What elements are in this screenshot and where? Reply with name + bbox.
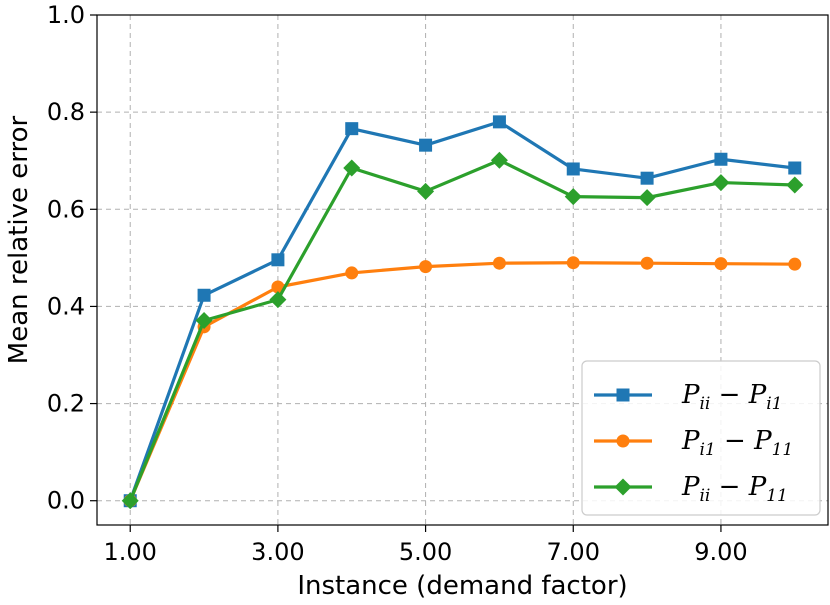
series-line xyxy=(128,120,795,502)
series-3 xyxy=(121,151,804,510)
y-tick-label: 0.0 xyxy=(47,487,85,515)
data-point xyxy=(345,266,359,280)
data-point xyxy=(566,162,580,176)
x-tick-label: 9.00 xyxy=(694,538,747,566)
data-point xyxy=(121,492,139,510)
y-tick-label: 0.2 xyxy=(47,390,85,418)
data-point xyxy=(269,291,287,309)
data-point xyxy=(195,312,213,330)
data-point xyxy=(640,256,654,270)
legend-marker xyxy=(616,434,630,448)
legend-label: Pi1 − P11 xyxy=(681,426,793,460)
data-point xyxy=(492,256,506,270)
legend-item: Pii − P11 xyxy=(594,472,788,506)
data-point xyxy=(714,152,728,166)
data-point xyxy=(712,174,730,192)
data-point xyxy=(417,182,435,200)
y-tick-label: 0.8 xyxy=(47,98,85,126)
legend-marker xyxy=(616,388,630,402)
x-tick-label: 3.00 xyxy=(251,538,304,566)
data-point xyxy=(640,171,654,185)
y-tick-label: 0.6 xyxy=(47,195,85,223)
y-axis-label: Mean relative error xyxy=(4,116,34,365)
series-line xyxy=(128,261,795,502)
data-point xyxy=(271,280,285,294)
series-line xyxy=(128,158,795,502)
data-point xyxy=(343,159,361,177)
legend-item: Pi1 − P11 xyxy=(594,426,793,460)
data-point xyxy=(564,188,582,206)
x-tick-label: 5.00 xyxy=(399,538,452,566)
data-point xyxy=(490,151,508,169)
x-axis-label: Instance (demand factor) xyxy=(297,571,627,601)
data-point xyxy=(419,138,433,152)
data-point xyxy=(566,256,580,270)
data-point xyxy=(788,257,802,271)
plot-frame xyxy=(96,14,829,526)
legend-item: Pii − Pi1 xyxy=(594,380,782,414)
data-point xyxy=(786,176,804,194)
series-1 xyxy=(123,115,802,508)
data-point xyxy=(492,115,506,129)
data-point xyxy=(345,122,359,136)
y-tick-label: 0.4 xyxy=(47,292,85,320)
x-tick-label: 7.00 xyxy=(547,538,600,566)
axes-ticks: 1.00 3.00 5.00 7.00 9.00 0.0 0.2 0.4 0.6 0.8 1.0 xyxy=(47,1,748,566)
data-point xyxy=(419,260,433,274)
data-point xyxy=(271,253,285,267)
data-point xyxy=(788,161,802,175)
y-tick-label: 1.0 xyxy=(47,1,85,29)
series-2 xyxy=(123,256,802,508)
data-point xyxy=(197,288,211,302)
legend-label: Pii − P11 xyxy=(681,472,788,506)
legend-box xyxy=(581,360,821,516)
series-group xyxy=(121,115,804,510)
legend-label: Pii − Pi1 xyxy=(681,380,782,414)
data-point xyxy=(638,189,656,207)
data-point xyxy=(714,257,728,271)
x-tick-label: 1.00 xyxy=(104,538,157,566)
legend-marker xyxy=(614,478,632,496)
legend: Pii − Pi1 Pi1 − P11 Pii − P11 xyxy=(581,360,821,516)
